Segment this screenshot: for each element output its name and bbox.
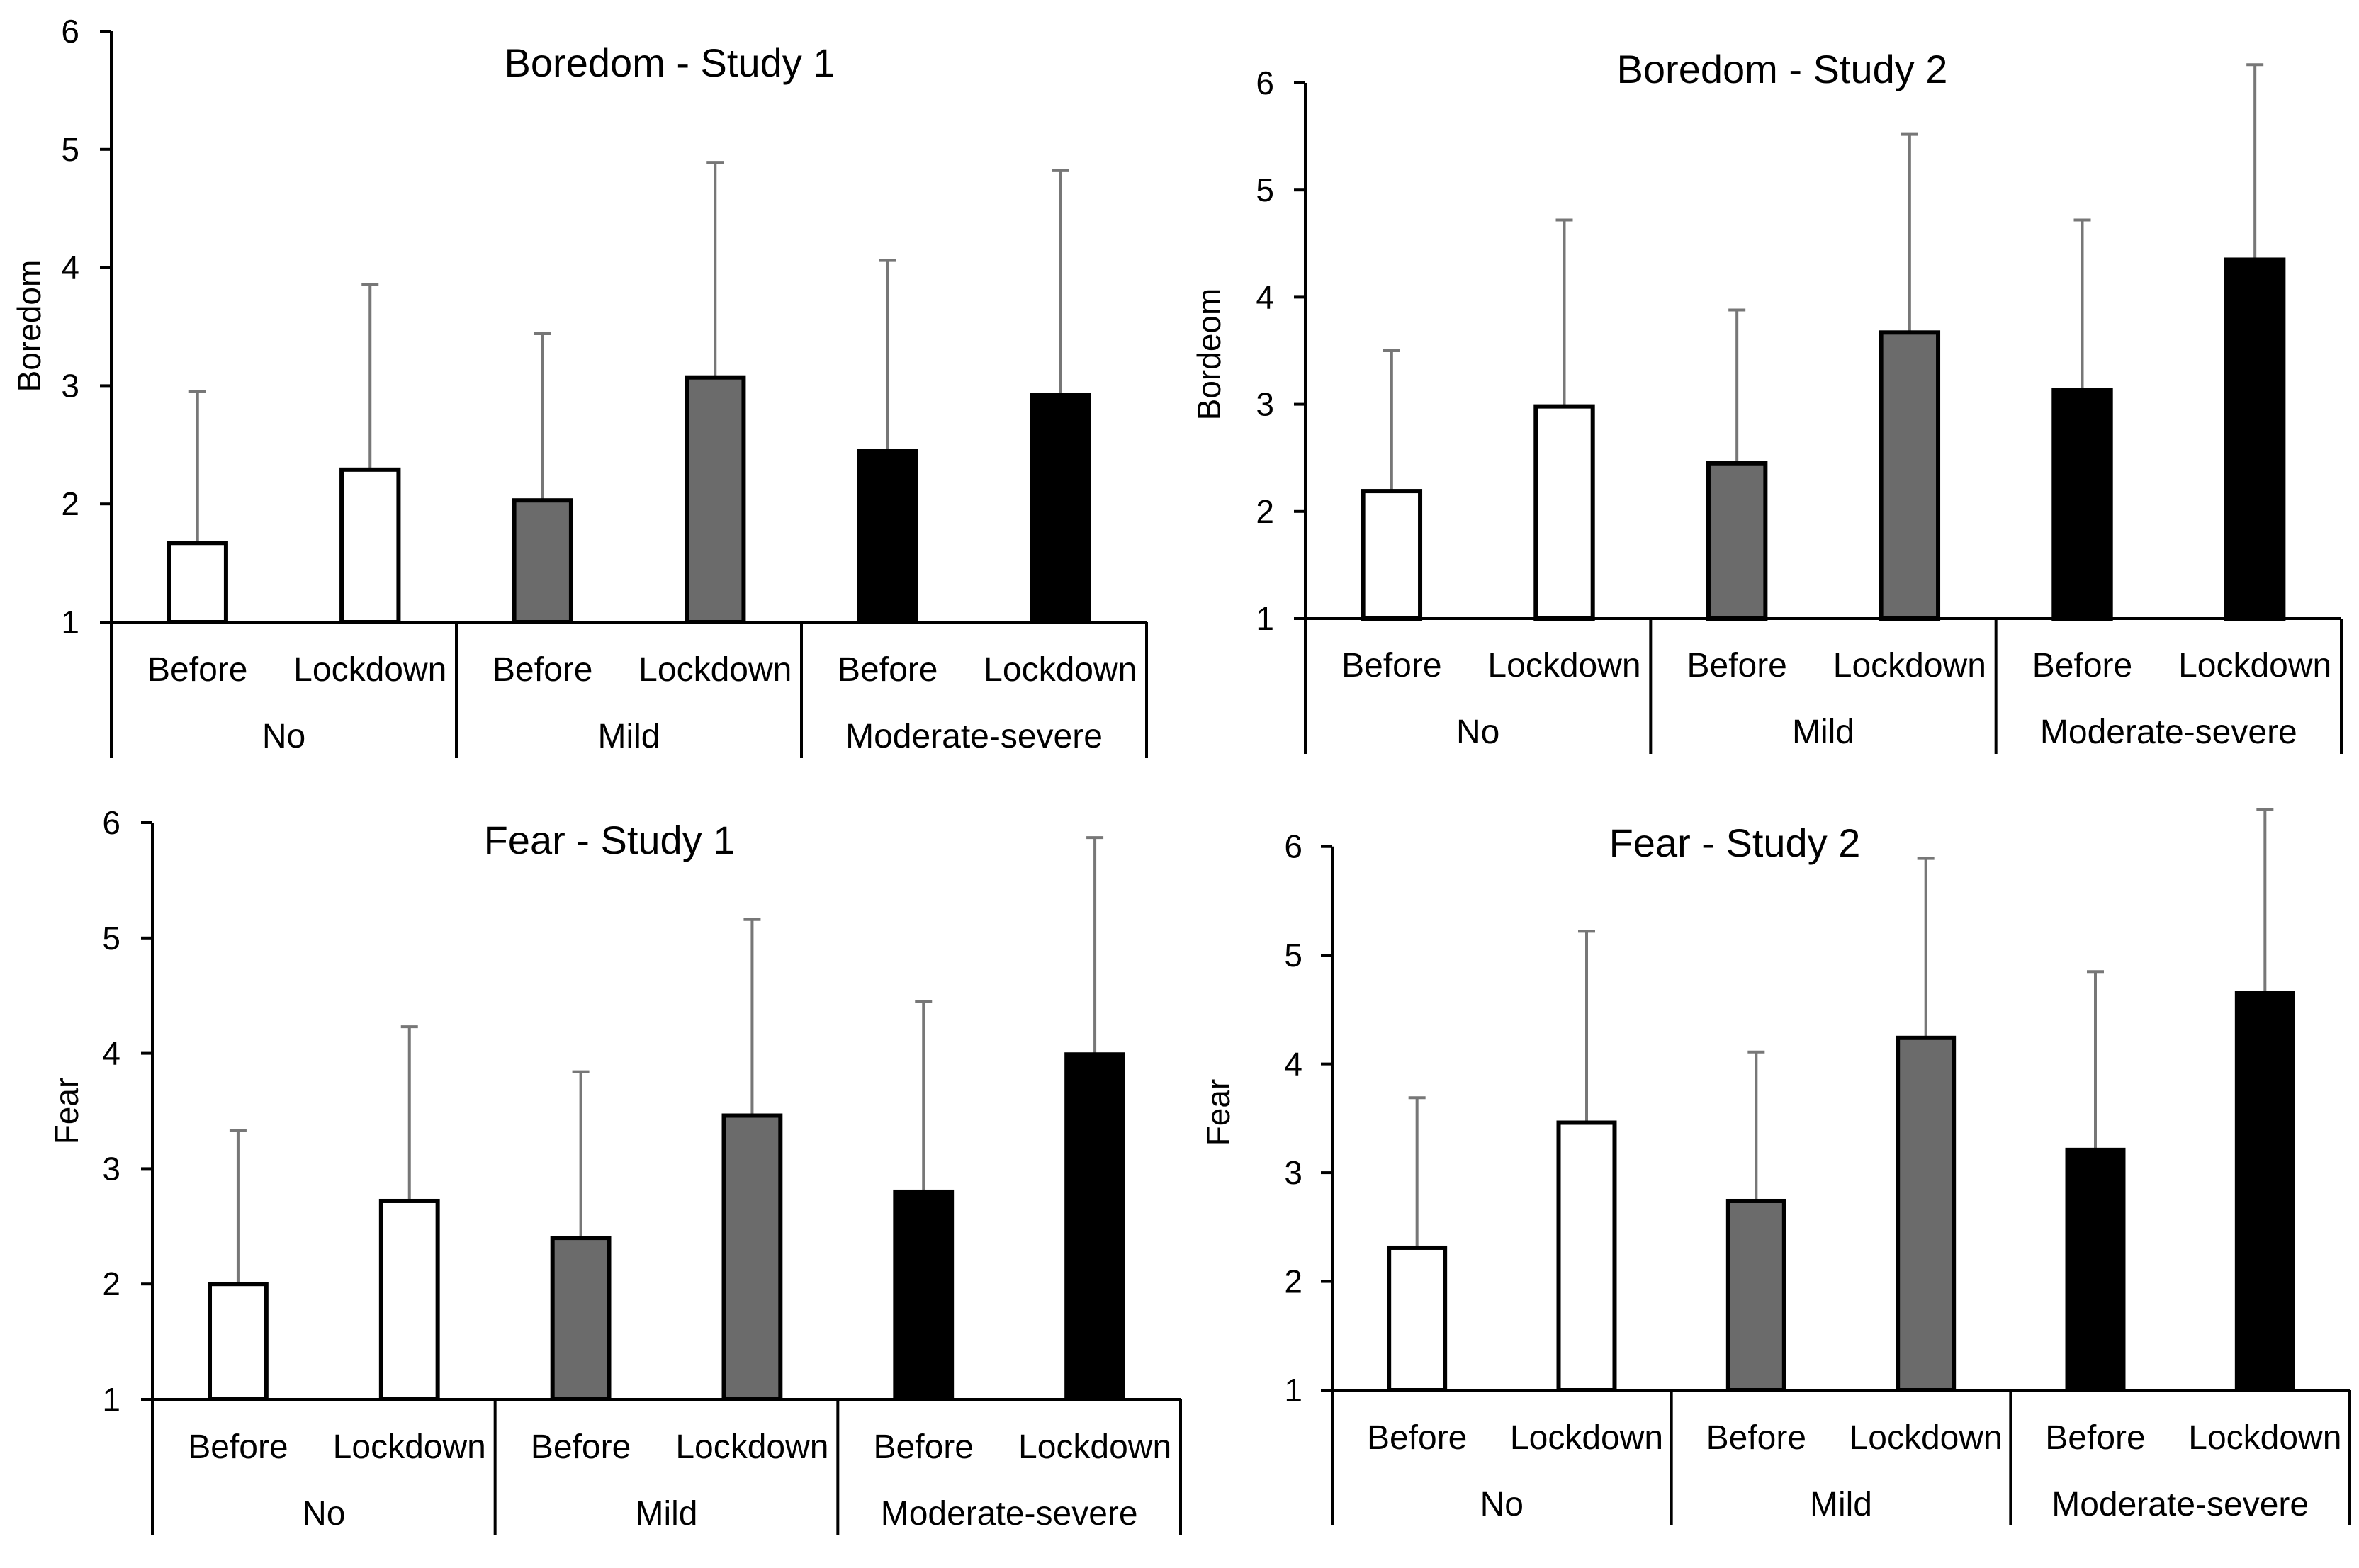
x-category-label: Lockdown <box>2188 1419 2341 1457</box>
chart-panel-4: Fear - Study 2 Fear 1 2 3 4 5 6 Before Lockdown Be… <box>1200 808 2351 1525</box>
y-tick-label: 2 <box>1284 1263 1302 1300</box>
bar-mild-before <box>1725 1198 1786 1393</box>
chart-title: Fear - Study 1 <box>484 818 736 862</box>
x-group-label: No <box>1456 714 1499 751</box>
y-tick-label: 4 <box>61 249 79 286</box>
x-category-label: Before <box>874 1428 974 1466</box>
bar-mild-lockdown <box>721 1113 783 1401</box>
bar-moderate-severe-lockdown <box>2234 991 2295 1392</box>
bar-mild-before <box>550 1236 612 1401</box>
x-category-label: Lockdown <box>1018 1428 1171 1466</box>
y-tick-label: 3 <box>102 1150 120 1187</box>
y-axis-label: Fear <box>1200 1079 1237 1146</box>
bar-mild-before <box>512 498 573 624</box>
bar-moderate-severe-before <box>2065 1147 2126 1393</box>
y-tick-label: 6 <box>61 13 79 50</box>
y-tick-label: 1 <box>61 604 79 641</box>
x-category-label: Lockdown <box>333 1428 486 1466</box>
bar-no-before <box>167 541 228 625</box>
x-group-label: Mild <box>597 718 660 755</box>
bar-no-lockdown <box>1533 404 1595 621</box>
x-group-label: Moderate-severe <box>881 1495 1138 1533</box>
chart-panel-1: Boredom - Study 1 Boredom 1 2 3 4 5 6 Before Lock… <box>11 13 1148 758</box>
x-category-label: Lockdown <box>984 651 1137 689</box>
bar-mild-lockdown <box>1879 330 1941 621</box>
bar-moderate-severe-before <box>893 1189 955 1401</box>
bar-no-before <box>1387 1245 1448 1392</box>
y-tick-label: 5 <box>61 131 79 168</box>
x-group-label: No <box>1480 1486 1524 1523</box>
x-category-label: Before <box>188 1428 288 1466</box>
y-tick-label: 2 <box>61 485 79 522</box>
y-tick-label: 5 <box>102 920 120 957</box>
y-tick-label: 1 <box>1256 600 1274 637</box>
x-group-label: No <box>302 1495 345 1533</box>
y-tick-label: 3 <box>1256 386 1274 423</box>
bar-moderate-severe-lockdown <box>1030 393 1091 625</box>
bar-mild-lockdown <box>1896 1035 1957 1392</box>
bar-mild-lockdown <box>685 375 746 624</box>
bar-moderate-severe-lockdown <box>1064 1052 1125 1402</box>
x-category-label: Lockdown <box>1850 1419 2003 1457</box>
x-category-label: Before <box>1687 647 1786 684</box>
x-category-label: Before <box>838 651 938 689</box>
x-group-label: Moderate-severe <box>2051 1486 2309 1523</box>
x-group-label: Moderate-severe <box>845 718 1103 755</box>
x-category-label: Before <box>2045 1419 2145 1457</box>
x-category-label: Lockdown <box>293 651 446 689</box>
y-tick-label: 3 <box>61 367 79 404</box>
y-axis-label: Bordeom <box>1190 288 1227 421</box>
x-category-label: Before <box>2032 647 2132 684</box>
y-axis-label: Fear <box>48 1078 85 1145</box>
y-tick-label: 2 <box>1256 493 1274 530</box>
bar-no-lockdown <box>1556 1120 1617 1392</box>
x-category-label: Lockdown <box>1487 647 1640 684</box>
chart-title: Fear - Study 2 <box>1609 820 1861 865</box>
bar-no-lockdown <box>339 467 401 624</box>
y-tick-label: 5 <box>1256 171 1274 208</box>
y-tick-label: 5 <box>1284 937 1302 974</box>
y-tick-label: 2 <box>102 1265 120 1302</box>
bar-no-lockdown <box>378 1198 440 1401</box>
bar-moderate-severe-before <box>2051 388 2113 621</box>
x-group-label: Mild <box>1810 1486 1872 1523</box>
y-tick-label: 1 <box>1284 1372 1302 1409</box>
bar-no-before <box>1361 489 1423 621</box>
x-category-label: Lockdown <box>638 651 792 689</box>
x-category-label: Before <box>531 1428 631 1466</box>
y-tick-label: 6 <box>1284 828 1302 865</box>
bar-moderate-severe-before <box>857 449 918 625</box>
x-group-label: Moderate-severe <box>2040 714 2297 751</box>
x-category-label: Lockdown <box>1833 647 1986 684</box>
bar-mild-before <box>1706 461 1768 621</box>
x-group-label: Mild <box>635 1495 697 1533</box>
x-category-label: Before <box>1706 1419 1806 1457</box>
y-tick-label: 4 <box>1256 278 1274 315</box>
bar-no-before <box>208 1282 269 1401</box>
chart-panel-2: Boredom - Study 2 Bordeom 1 2 3 4 5 6 Before Lock… <box>1190 47 2343 754</box>
y-tick-label: 1 <box>102 1381 120 1418</box>
y-tick-label: 4 <box>1284 1046 1302 1083</box>
x-group-label: No <box>262 718 305 755</box>
y-tick-label: 4 <box>102 1035 120 1072</box>
y-tick-label: 6 <box>102 804 120 841</box>
chart-title: Boredom - Study 1 <box>505 40 835 85</box>
chart-title: Boredom - Study 2 <box>1617 47 1948 91</box>
x-category-label: Before <box>1367 1419 1467 1457</box>
x-category-label: Before <box>1341 647 1441 684</box>
chart-panel-3: Fear - Study 1 Fear 1 2 3 4 5 6 Before Lockdown Be… <box>48 804 1182 1535</box>
x-category-label: Before <box>492 651 592 689</box>
y-tick-label: 3 <box>1284 1154 1302 1191</box>
y-tick-label: 6 <box>1256 64 1274 101</box>
x-category-label: Before <box>147 651 247 689</box>
x-category-label: Lockdown <box>675 1428 828 1466</box>
x-category-label: Lockdown <box>2178 647 2331 684</box>
x-group-label: Mild <box>1792 714 1854 751</box>
x-category-label: Lockdown <box>1510 1419 1663 1457</box>
bar-moderate-severe-lockdown <box>2224 257 2286 621</box>
y-axis-label: Boredom <box>11 260 47 393</box>
